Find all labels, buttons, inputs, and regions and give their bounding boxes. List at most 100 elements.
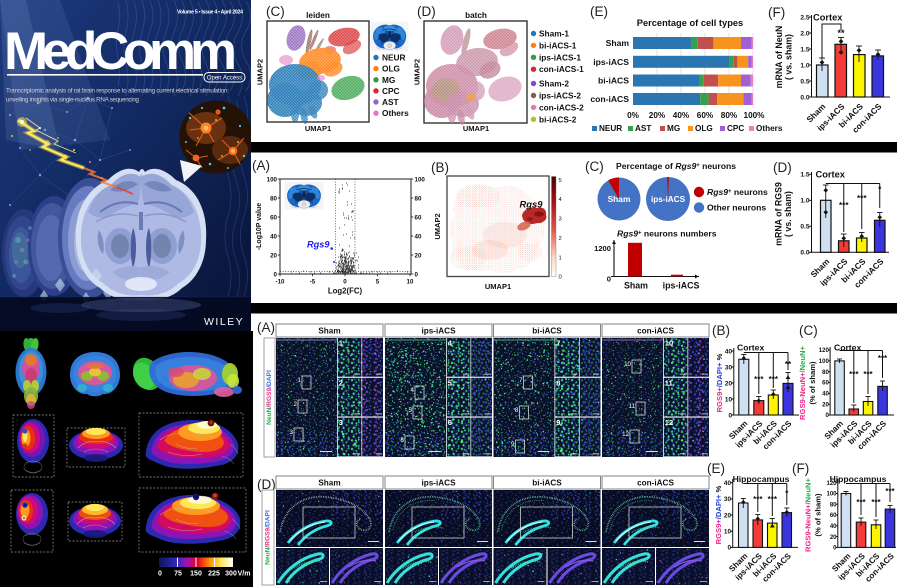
- svg-text:20: 20: [270, 252, 277, 259]
- svg-text:2.5: 2.5: [800, 14, 809, 21]
- svg-text:MG: MG: [667, 124, 680, 133]
- svg-text:CPC: CPC: [727, 124, 744, 133]
- svg-text:0.0: 0.0: [800, 94, 809, 101]
- svg-text:1: 1: [339, 339, 343, 348]
- svg-text:NEUR: NEUR: [599, 124, 622, 133]
- svg-text:***: ***: [885, 487, 895, 496]
- svg-text:***: ***: [753, 495, 763, 504]
- svg-text:NeuN/RGS9/DAPI: NeuN/RGS9/DAPI: [266, 370, 273, 425]
- svg-text:6: 6: [448, 418, 452, 427]
- svg-text:60: 60: [830, 513, 837, 519]
- svg-text:6: 6: [401, 437, 405, 444]
- svg-text:AST: AST: [635, 124, 651, 133]
- svg-text:40: 40: [725, 348, 733, 355]
- svg-text:40: 40: [724, 480, 732, 487]
- svg-text:*: *: [878, 185, 882, 194]
- svg-text:Sham: Sham: [606, 38, 630, 48]
- svg-text:2.0: 2.0: [800, 30, 809, 37]
- svg-text:(B): (B): [712, 323, 730, 338]
- svg-text:mRNA of NeuN: mRNA of NeuN: [774, 26, 784, 89]
- svg-text:0.0: 0.0: [800, 250, 809, 257]
- svg-text:5: 5: [448, 378, 452, 387]
- svg-text:Open Access: Open Access: [207, 76, 242, 82]
- svg-text:ips-iACS: ips-iACS: [593, 57, 629, 67]
- svg-text:0%: 0%: [627, 111, 640, 120]
- svg-text:(C): (C): [799, 323, 818, 338]
- svg-text:Cortex: Cortex: [834, 343, 861, 353]
- svg-text:Log2(FC): Log2(FC): [328, 287, 363, 296]
- svg-text:(B): (B): [431, 160, 449, 175]
- svg-text:2: 2: [559, 236, 562, 242]
- svg-text:0: 0: [343, 279, 347, 286]
- svg-text:60%: 60%: [697, 111, 714, 120]
- svg-text:9: 9: [556, 418, 560, 427]
- svg-text:10: 10: [724, 529, 732, 536]
- svg-text:100: 100: [267, 176, 278, 183]
- svg-text:7: 7: [556, 339, 560, 348]
- svg-text:UMAP2: UMAP2: [413, 59, 422, 85]
- svg-text:***: ***: [839, 201, 849, 210]
- svg-text:300: 300: [225, 571, 237, 578]
- svg-text:(A): (A): [257, 320, 275, 335]
- svg-text:100%: 100%: [744, 111, 766, 120]
- svg-text:20: 20: [415, 252, 422, 259]
- svg-text:10: 10: [665, 339, 673, 348]
- svg-text:(F): (F): [768, 5, 785, 20]
- svg-text:OLG: OLG: [695, 124, 713, 133]
- svg-text:con-iACS-2: con-iACS-2: [539, 102, 584, 112]
- svg-text:( vs. sham): ( vs. sham): [783, 191, 793, 237]
- svg-text:80: 80: [830, 502, 837, 508]
- svg-text:(% of sham): (% of sham): [808, 361, 817, 405]
- svg-text:UMAP1: UMAP1: [485, 282, 511, 291]
- svg-text:120: 120: [819, 348, 830, 354]
- svg-text:con-iACS: con-iACS: [637, 327, 674, 336]
- svg-text:ips-iACS: ips-iACS: [421, 327, 456, 336]
- svg-text:-5: -5: [310, 279, 316, 286]
- svg-text:10: 10: [407, 279, 414, 286]
- svg-text:***: ***: [857, 194, 867, 203]
- svg-text:Cortex: Cortex: [737, 343, 764, 353]
- svg-text:UMAP1: UMAP1: [305, 124, 331, 133]
- svg-text:**: **: [785, 360, 792, 369]
- svg-text:Rgs9: Rgs9: [520, 199, 544, 210]
- svg-text:Sham: Sham: [318, 479, 340, 488]
- svg-text:2: 2: [339, 378, 343, 387]
- svg-text:Hippocampus: Hippocampus: [830, 474, 887, 484]
- svg-text:UMAP1: UMAP1: [463, 124, 489, 133]
- svg-text:3: 3: [290, 429, 294, 436]
- svg-text:4: 4: [448, 339, 453, 348]
- svg-text:-Log10P value: -Log10P value: [256, 203, 263, 250]
- svg-text:(D): (D): [773, 160, 792, 175]
- svg-text:Others: Others: [382, 108, 409, 118]
- svg-text:( vs. sham): ( vs. sham): [784, 34, 794, 80]
- svg-text:(C): (C): [266, 4, 285, 19]
- svg-text:con-iACS-1: con-iACS-1: [539, 64, 584, 74]
- svg-text:4: 4: [559, 197, 563, 203]
- svg-text:bi-iACS-2: bi-iACS-2: [539, 114, 577, 124]
- svg-text:UMAP2: UMAP2: [256, 59, 265, 85]
- svg-text:150: 150: [190, 571, 202, 578]
- svg-text:30: 30: [725, 364, 733, 371]
- svg-text:75: 75: [174, 571, 182, 578]
- svg-text:30: 30: [724, 496, 732, 503]
- svg-text:0: 0: [415, 271, 419, 278]
- svg-text:con-iACS: con-iACS: [637, 479, 674, 488]
- svg-text:20: 20: [822, 402, 829, 408]
- svg-text:1.0: 1.0: [800, 198, 809, 205]
- svg-text:8: 8: [556, 378, 560, 387]
- svg-text:60: 60: [270, 214, 277, 221]
- svg-text:WILEY: WILEY: [204, 316, 244, 328]
- svg-text:8: 8: [515, 407, 519, 414]
- svg-text:***: ***: [769, 375, 779, 384]
- svg-text:Percentage of Rgs9+ neurons: Percentage of Rgs9+ neurons: [616, 161, 736, 171]
- svg-text:-10: -10: [276, 279, 286, 286]
- svg-text:**: **: [837, 28, 845, 38]
- svg-text:NEUR: NEUR: [382, 53, 406, 63]
- svg-text:80: 80: [822, 370, 829, 376]
- svg-text:Sham: Sham: [608, 194, 631, 204]
- svg-text:Hippocampus: Hippocampus: [733, 474, 790, 484]
- svg-text:UMAP2: UMAP2: [433, 213, 442, 239]
- svg-text:0: 0: [274, 271, 278, 278]
- svg-text:Volume 5 • Issue 4 • April 202: Volume 5 • Issue 4 • April 2024: [177, 10, 243, 16]
- svg-text:Rgs9+ neurons: Rgs9+ neurons: [707, 187, 768, 197]
